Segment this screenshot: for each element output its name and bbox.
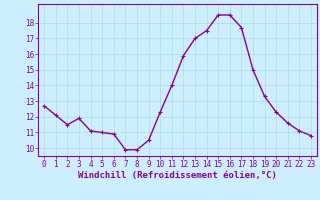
X-axis label: Windchill (Refroidissement éolien,°C): Windchill (Refroidissement éolien,°C) [78, 171, 277, 180]
